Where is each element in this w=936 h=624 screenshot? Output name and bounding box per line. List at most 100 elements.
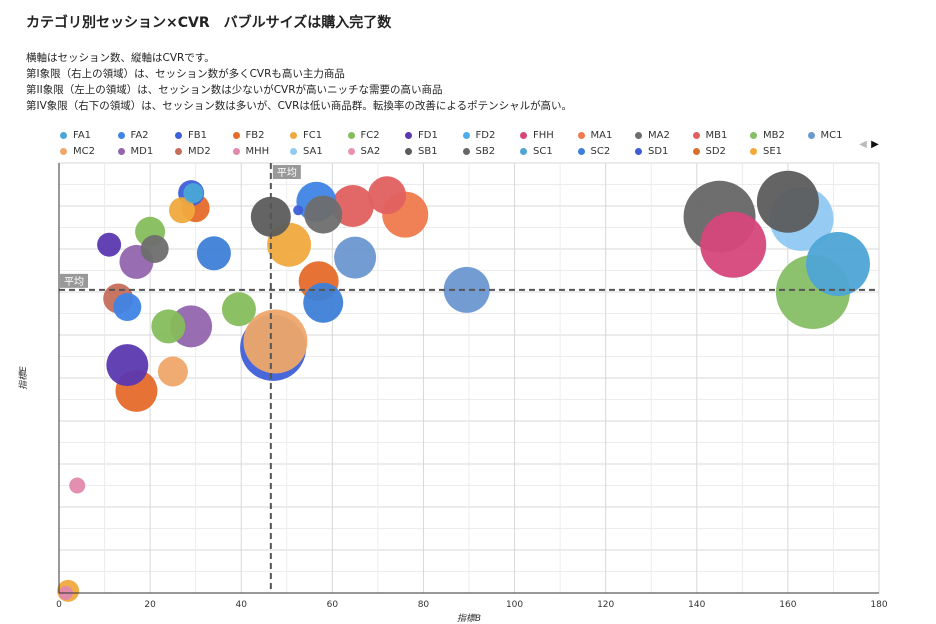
legend-dot-icon [462, 148, 470, 155]
legend-item-sa1[interactable]: SA1 [290, 146, 323, 157]
legend-item-fd2[interactable]: FD2 [462, 130, 496, 141]
legend-label: SB1 [418, 146, 438, 157]
legend-dot-icon [232, 132, 240, 139]
bubble-mb1 [368, 176, 406, 215]
legend-dot-icon [117, 148, 125, 155]
legend-label: FD2 [475, 130, 496, 141]
description-line: 第IV象限（右下の領域）は、セッション数は多いが、CVRは低い商品群。転換率の改… [26, 100, 573, 112]
legend-label: MD1 [130, 146, 154, 157]
legend-item-mb1[interactable]: MB1 [692, 130, 727, 141]
x-tick-label: 140 [688, 600, 705, 610]
legend-item-fd1[interactable]: FD1 [405, 130, 438, 141]
legend-label: MC1 [820, 130, 843, 141]
legend-item-se1[interactable]: SE1 [750, 146, 782, 157]
x-tick-label: 160 [779, 600, 796, 610]
legend-item-ma1[interactable]: MA1 [577, 130, 613, 141]
legend-label: MA2 [648, 130, 670, 141]
legend-dot-icon [692, 132, 700, 139]
bubble-sc2 [303, 282, 344, 323]
bubble-layer [57, 170, 870, 602]
legend-label: SD2 [705, 146, 726, 157]
description-line: 第I象限（右上の領域）は、セッション数が多くCVRも高い主力商品 [26, 68, 345, 80]
legend-item-fb2[interactable]: FB2 [232, 130, 264, 141]
legend-item-sb2[interactable]: SB2 [462, 146, 496, 157]
legend-item-md2[interactable]: MD2 [175, 146, 211, 157]
bubble-sc2 [196, 236, 231, 271]
legend-item-mhh[interactable]: MHH [232, 146, 269, 157]
legend-item-fa2[interactable]: FA2 [117, 130, 149, 141]
legend-label: SE1 [763, 146, 783, 157]
average-label-x-bg [272, 165, 301, 179]
legend-dot-icon [175, 148, 182, 155]
legend-item-fc1[interactable]: FC1 [290, 130, 322, 141]
legend-dot-icon [290, 132, 297, 139]
legend-label: SB2 [475, 146, 496, 157]
legend-dot-icon [405, 148, 412, 155]
legend-label: FD1 [418, 130, 438, 141]
bubble-fa1 [183, 183, 204, 204]
bubble-fc2 [151, 309, 186, 344]
legend-item-sb1[interactable]: SB1 [405, 146, 438, 157]
legend-label: MD2 [188, 146, 211, 157]
legend-item-sa2[interactable]: SA2 [347, 146, 381, 157]
x-tick-label: 180 [870, 600, 887, 610]
legend-label: MB2 [763, 130, 785, 141]
legend-dot-icon [577, 148, 585, 155]
bubble-sb1 [756, 170, 819, 233]
bubble-ma2 [140, 235, 169, 263]
bubble-fb1 [293, 205, 304, 216]
legend-label: FC2 [360, 130, 380, 141]
legend-label: FHH [533, 130, 554, 141]
description-line: 横軸はセッション数、縦軸はCVRです。 [26, 52, 215, 64]
chart-description: 横軸はセッション数、縦軸はCVRです。 第I象限（右上の領域）は、セッション数が… [26, 50, 572, 114]
x-tick-label: 20 [144, 600, 156, 610]
legend-dot-icon [462, 132, 470, 139]
legend-item-ma2[interactable]: MA2 [635, 130, 670, 141]
bubble-mc1 [443, 266, 490, 313]
bubble-fa2 [113, 293, 142, 322]
legend-dot-icon [750, 132, 757, 139]
bubble-fc1 [169, 197, 195, 224]
x-tick-labels: 0 20 40 60 80 100 120 140 160 180 [56, 600, 888, 610]
legend-item-sc2[interactable]: SC2 [577, 146, 610, 157]
legend-item-mc2[interactable]: MC2 [60, 146, 95, 157]
triangle-right-icon[interactable]: ▶ [871, 139, 879, 150]
legend-dot-icon [807, 132, 815, 139]
legend-item-sc1[interactable]: SC1 [520, 146, 553, 157]
bubble-fd1 [106, 344, 149, 387]
legend-item-md1[interactable]: MD1 [117, 146, 154, 157]
legend-label: MA1 [590, 130, 613, 141]
legend-item-mb2[interactable]: MB2 [750, 130, 785, 141]
legend-item-fb1[interactable]: FB1 [175, 130, 207, 141]
average-label-y: 平均 [64, 276, 84, 288]
legend-label: SA1 [303, 146, 323, 157]
bubble-mhh [69, 477, 86, 494]
y-axis-label: 指標E [18, 366, 29, 390]
bubble-fhh [700, 211, 767, 278]
legend-dot-icon [290, 148, 297, 155]
legend-item-sd1[interactable]: SD1 [635, 146, 668, 157]
legend-label: FA2 [130, 130, 149, 141]
average-label-x: 平均 [277, 167, 297, 179]
legend-dot-icon [117, 132, 125, 139]
bubble-fc2 [221, 292, 256, 327]
legend-item-mc1[interactable]: MC1 [807, 130, 843, 141]
legend-dot-icon [577, 132, 585, 139]
legend-dot-icon [232, 148, 240, 155]
legend-label: SC1 [533, 146, 553, 157]
legend-item-fa1[interactable]: FA1 [60, 130, 91, 141]
triangle-left-icon[interactable]: ◀ [859, 139, 867, 150]
legend-dot-icon [635, 148, 642, 155]
legend-item-fhh[interactable]: FHH [520, 130, 554, 141]
legend-label: FB1 [188, 130, 207, 141]
legend-label: SA2 [360, 146, 381, 157]
legend-item-fc2[interactable]: FC2 [347, 130, 380, 141]
legend-item-sd2[interactable]: SD2 [692, 146, 726, 157]
chart-title: カテゴリ別セッション×CVR バブルサイズは購入完了数 [26, 15, 392, 31]
bubble-mc2 [157, 356, 188, 387]
legend-dot-icon [520, 148, 527, 155]
legend-dot-icon [175, 132, 182, 139]
legend-dot-icon [347, 148, 355, 155]
